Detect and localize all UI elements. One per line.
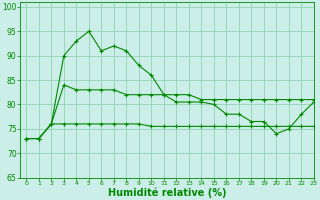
X-axis label: Humidité relative (%): Humidité relative (%) bbox=[108, 187, 226, 198]
